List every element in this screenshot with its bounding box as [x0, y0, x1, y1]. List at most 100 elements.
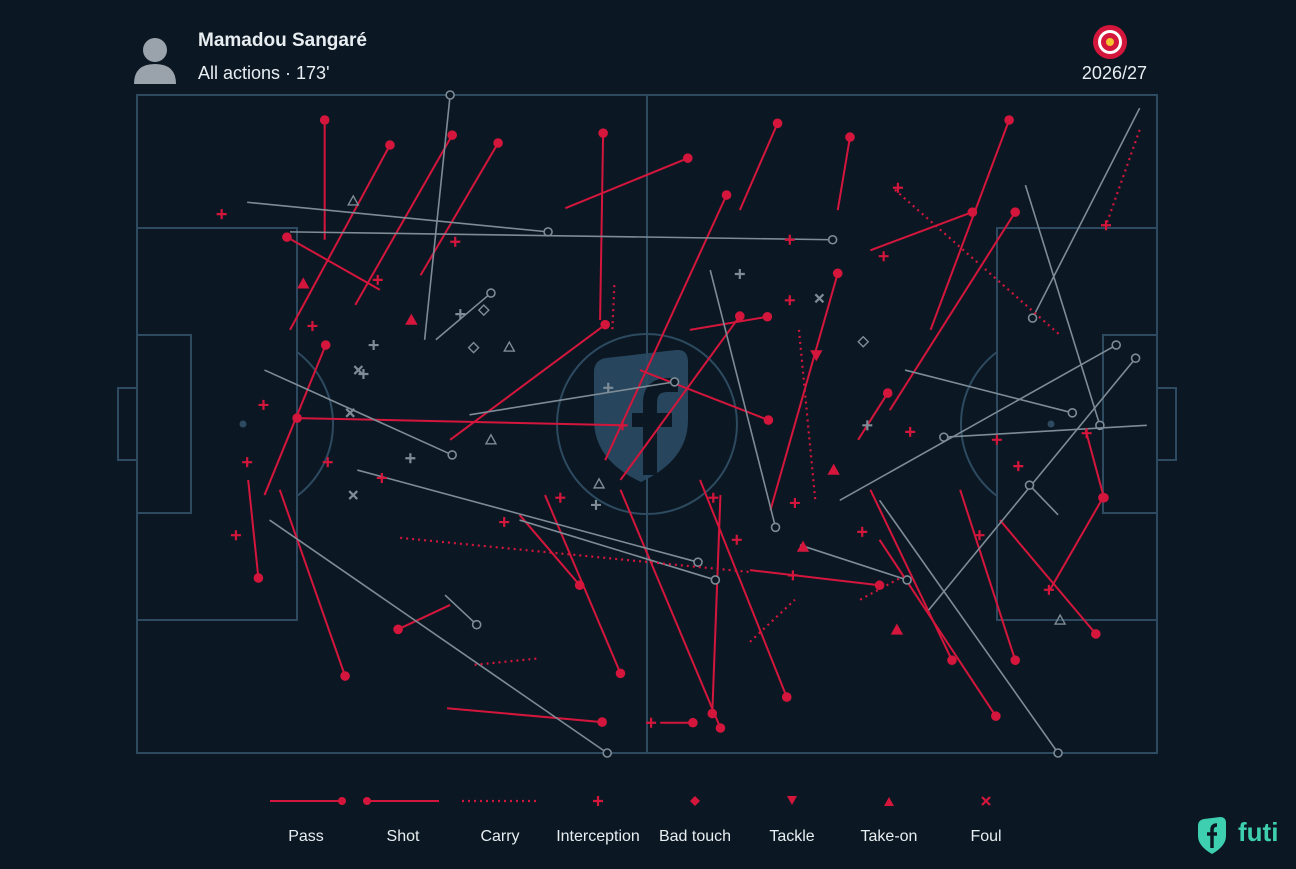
pass-line [929, 119, 1011, 331]
pass-line [904, 369, 1073, 414]
pass-end [543, 227, 553, 237]
interception-marker [230, 530, 241, 541]
interception-marker [405, 453, 416, 464]
pass-end [735, 311, 745, 321]
pass-line [289, 144, 391, 331]
pass-end [770, 522, 781, 533]
pass-line [278, 489, 347, 677]
pass-line [357, 469, 699, 563]
foul-marker [348, 490, 359, 500]
pass-end [947, 655, 957, 666]
legend-foul [981, 796, 991, 806]
pass-end [721, 190, 732, 200]
pass-end [845, 132, 855, 142]
pass-end [1010, 207, 1021, 217]
pass-end [597, 717, 607, 727]
pass-line [449, 323, 606, 441]
pass-line [709, 269, 777, 528]
interception-marker [555, 492, 566, 503]
brand-name: futi [1238, 817, 1278, 847]
interception-marker [862, 420, 873, 431]
interception-marker [591, 499, 601, 510]
pass-line [839, 344, 1117, 502]
pass-line [289, 231, 833, 241]
pass-end [762, 311, 773, 322]
interception-marker [734, 268, 745, 279]
pass-line [419, 142, 499, 276]
carry-line [611, 285, 616, 330]
legend-pass-dot [338, 797, 346, 805]
pass-line [397, 604, 451, 631]
legend-label: Tackle [769, 828, 814, 845]
pass-end [1111, 340, 1121, 350]
pass-line [878, 539, 997, 717]
take-on-marker [796, 540, 810, 552]
pass-line [1028, 484, 1059, 516]
pass-line [869, 489, 953, 661]
interception-marker [974, 530, 985, 541]
pass-end [600, 319, 610, 330]
season: 2026/27 [1082, 63, 1147, 83]
interception-marker [258, 399, 269, 410]
interception-marker [789, 497, 800, 508]
player-name: Mamadou Sangaré [198, 30, 367, 51]
pass-end [882, 388, 893, 398]
pass-end [447, 450, 457, 460]
bad-touch-marker [477, 304, 490, 317]
pass-line [247, 479, 260, 579]
pass-line [699, 479, 788, 698]
pass-end [693, 557, 703, 567]
pass-line [836, 136, 851, 211]
pass-end [615, 668, 626, 679]
interception-marker [708, 492, 719, 503]
interception-marker [499, 517, 510, 528]
pass-end [385, 140, 395, 150]
pass-line [870, 211, 973, 252]
pass-end [827, 234, 838, 245]
pass-end [319, 115, 330, 125]
pass-end [781, 692, 792, 702]
pass-line [297, 417, 628, 427]
pass-line [286, 236, 381, 291]
legend-label: Foul [970, 828, 1001, 845]
pass-end [939, 432, 949, 442]
interception-marker [372, 274, 383, 285]
pass-line [604, 194, 728, 461]
interception-marker [617, 420, 628, 431]
pass-end [471, 619, 482, 630]
interception-marker [242, 457, 253, 468]
interception-marker [1013, 461, 1024, 472]
pass-line [749, 569, 880, 587]
pass-line [689, 315, 768, 331]
pass-end [282, 232, 292, 242]
pass-end [1091, 629, 1101, 639]
take-on-marker [405, 313, 418, 325]
pass-end [707, 708, 718, 719]
carry-line [797, 329, 817, 501]
club-badge [1093, 25, 1127, 59]
interception-marker [376, 472, 387, 483]
pass-line [738, 122, 779, 211]
carry-line [474, 657, 541, 666]
pass-end [445, 90, 455, 100]
pass-end [1067, 408, 1078, 418]
carry-line [749, 598, 796, 643]
legend-label: Shot [387, 828, 420, 845]
pass-line [1031, 107, 1141, 319]
pass-end [1053, 748, 1063, 758]
interception-marker [307, 320, 318, 331]
interception-marker [892, 182, 903, 193]
pass-line [888, 211, 1017, 411]
interception-marker [450, 236, 461, 247]
pass-line [999, 519, 1097, 635]
interception-marker [216, 209, 227, 220]
pass-line [423, 94, 451, 340]
pass-line [519, 519, 716, 581]
legend-label: Carry [480, 828, 519, 845]
pass-line [518, 514, 581, 586]
pass-end [447, 130, 457, 140]
interception-marker [905, 426, 916, 437]
pass-line [264, 369, 453, 456]
pass-line [469, 381, 675, 416]
pass-end [598, 128, 608, 138]
